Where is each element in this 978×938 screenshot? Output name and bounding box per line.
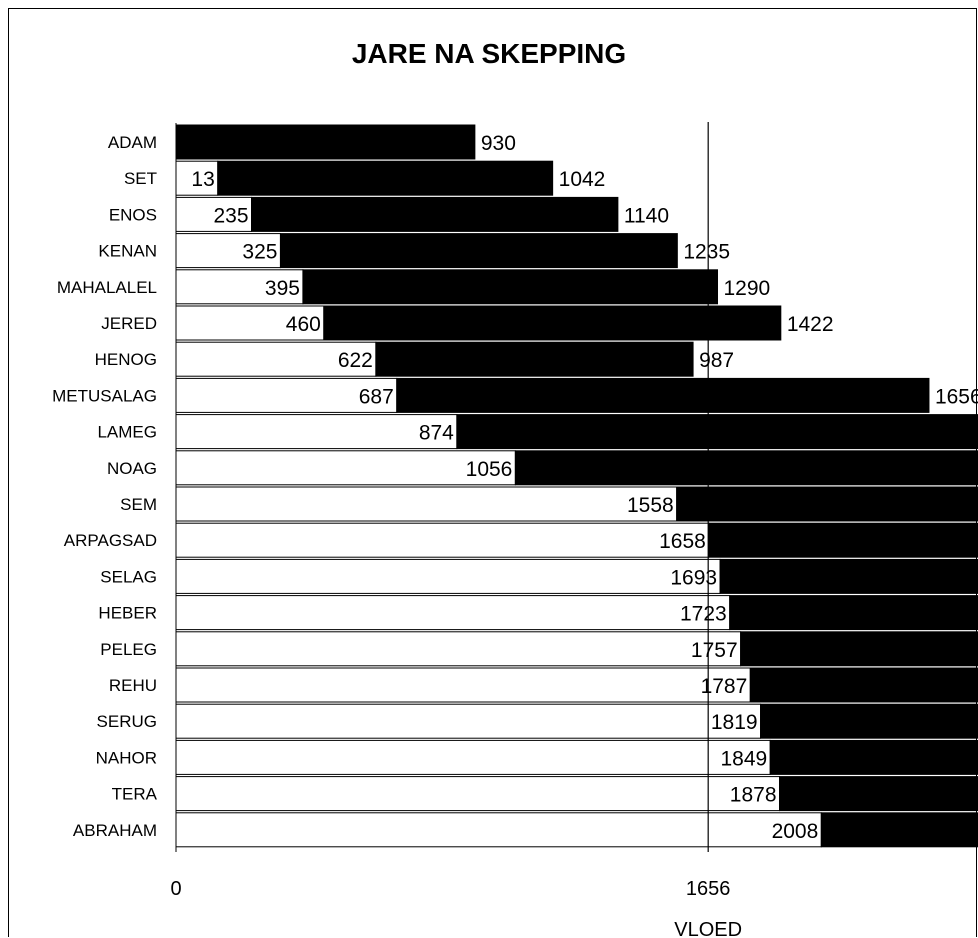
category-label: HEBER bbox=[98, 604, 157, 623]
category-label: SELAG bbox=[100, 567, 157, 586]
bar-lifespan-segment bbox=[514, 450, 978, 486]
start-value-label: 235 bbox=[213, 204, 248, 227]
start-value-label: 1723 bbox=[680, 603, 727, 626]
end-value-label: 1656 bbox=[935, 385, 978, 408]
end-value-label: 1290 bbox=[724, 277, 771, 300]
bar-lifespan-segment bbox=[251, 196, 619, 232]
category-label: NOAG bbox=[107, 459, 157, 478]
bar-lifespan-segment bbox=[217, 160, 554, 196]
bar-lifespan-segment bbox=[323, 305, 782, 341]
category-label: METUSALAG bbox=[52, 386, 157, 405]
end-value-label: 1042 bbox=[559, 168, 606, 191]
start-value-label: 2008 bbox=[772, 820, 819, 843]
bar-lifespan-segment bbox=[708, 522, 978, 558]
bar-lifespan-segment bbox=[729, 595, 978, 631]
bar-start-segment bbox=[175, 450, 516, 486]
category-label: ENOS bbox=[109, 205, 157, 224]
start-value-label: 1558 bbox=[627, 494, 674, 517]
category-label: ADAM bbox=[108, 133, 157, 152]
bar-start-segment bbox=[175, 233, 281, 269]
bar-lifespan-segment bbox=[676, 486, 978, 522]
category-label: NAHOR bbox=[96, 748, 157, 767]
bar-lifespan-segment bbox=[760, 703, 978, 739]
start-value-label: 1787 bbox=[701, 675, 748, 698]
end-value-label: 1422 bbox=[787, 313, 834, 336]
bar-lifespan-segment bbox=[719, 558, 978, 594]
start-value-label: 1757 bbox=[691, 639, 738, 662]
start-value-label: 1819 bbox=[711, 711, 758, 734]
start-value-label: 687 bbox=[359, 385, 394, 408]
category-label: REHU bbox=[109, 676, 157, 695]
start-value-label: 622 bbox=[338, 349, 373, 372]
category-label: TERA bbox=[112, 785, 158, 804]
x-tick-label: 1656 bbox=[686, 878, 731, 900]
chart-title: JARE NA SKEPPING bbox=[351, 38, 627, 69]
bar-start-segment bbox=[175, 486, 678, 522]
category-label: SET bbox=[124, 169, 157, 188]
bar-lifespan-segment bbox=[456, 414, 978, 450]
bar-start-segment bbox=[175, 558, 721, 594]
category-label: JERED bbox=[101, 314, 157, 333]
bar-start-segment bbox=[175, 377, 398, 413]
bar-start-segment bbox=[175, 776, 781, 812]
bar-lifespan-segment bbox=[749, 667, 978, 703]
category-label: SERUG bbox=[97, 712, 157, 731]
end-value-label: 987 bbox=[699, 349, 734, 372]
bar-start-segment bbox=[175, 522, 710, 558]
start-value-label: 1878 bbox=[730, 784, 777, 807]
bar-start-segment bbox=[175, 595, 731, 631]
category-label: ARPAGSAD bbox=[64, 531, 157, 550]
start-value-label: 1056 bbox=[466, 458, 513, 481]
start-value-label: 1693 bbox=[670, 566, 717, 589]
end-value-label: 1140 bbox=[624, 204, 669, 227]
bar-lifespan-segment bbox=[396, 377, 930, 413]
x-axis-label: VLOED bbox=[674, 919, 742, 938]
category-label: LAMEG bbox=[97, 423, 157, 442]
category-label: PELEG bbox=[100, 640, 157, 659]
start-value-label: 1849 bbox=[720, 747, 767, 770]
bar-start-segment bbox=[175, 160, 219, 196]
start-value-label: 325 bbox=[242, 241, 277, 264]
start-value-label: 874 bbox=[419, 422, 454, 445]
category-label: HENOG bbox=[95, 350, 157, 369]
bar-start-segment bbox=[175, 414, 458, 450]
start-value-label: 13 bbox=[191, 168, 214, 191]
bar-start-segment bbox=[175, 196, 253, 232]
start-value-label: 1658 bbox=[659, 530, 706, 553]
bar-start-segment bbox=[175, 305, 325, 341]
bar-lifespan-segment bbox=[820, 812, 978, 848]
bar-start-segment bbox=[175, 341, 377, 377]
category-label: MAHALALEL bbox=[57, 278, 157, 297]
bar-lifespan-segment bbox=[375, 341, 694, 377]
bar-start-segment bbox=[175, 739, 771, 775]
start-value-label: 395 bbox=[265, 277, 300, 300]
bar-start-segment bbox=[175, 631, 742, 667]
bar-lifespan-segment bbox=[175, 124, 476, 160]
start-value-label: 460 bbox=[286, 313, 321, 336]
bar-lifespan-segment bbox=[302, 269, 719, 305]
category-label: KENAN bbox=[98, 242, 157, 261]
category-label: SEM bbox=[120, 495, 157, 514]
bar-lifespan-segment bbox=[769, 739, 978, 775]
end-value-label: 930 bbox=[481, 132, 516, 155]
bar-start-segment bbox=[175, 667, 751, 703]
bar-start-segment bbox=[175, 703, 762, 739]
x-tick-label: 0 bbox=[170, 878, 181, 900]
bar-start-segment bbox=[175, 812, 822, 848]
category-label: ABRAHAM bbox=[73, 821, 157, 840]
bar-lifespan-segment bbox=[779, 776, 978, 812]
end-value-label: 1235 bbox=[683, 241, 730, 264]
bar-lifespan-segment bbox=[740, 631, 978, 667]
bar-lifespan-segment bbox=[279, 233, 678, 269]
